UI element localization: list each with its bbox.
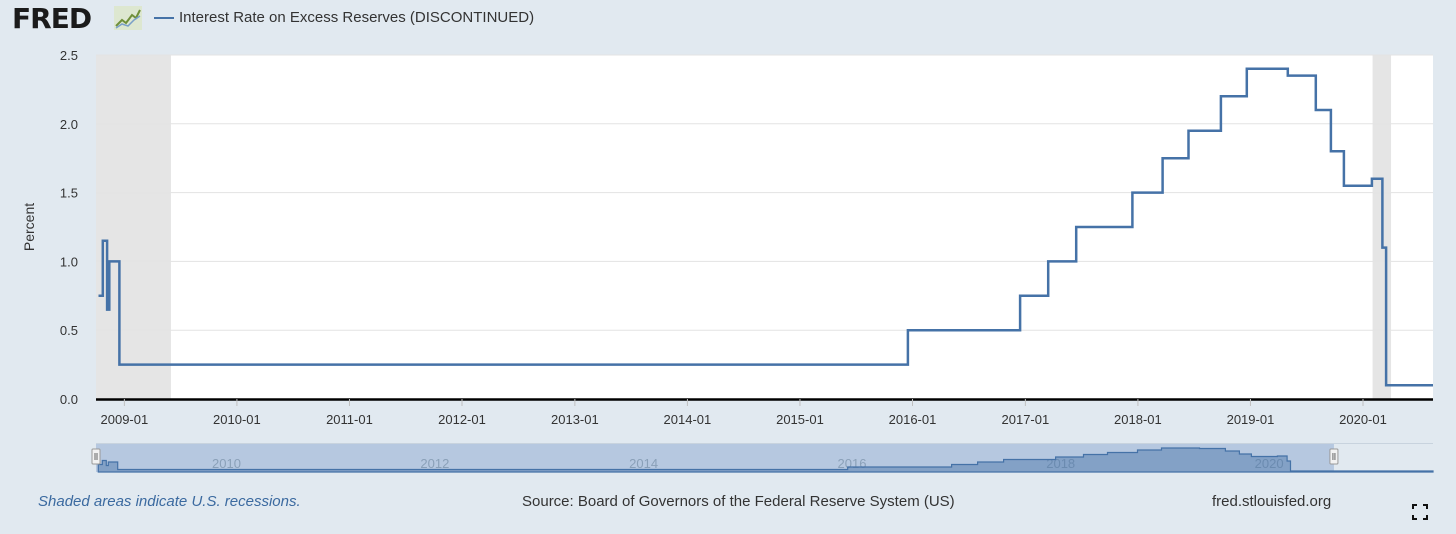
- recession-band: [96, 55, 171, 399]
- fullscreen-icon[interactable]: [1412, 504, 1428, 520]
- legend-swatch: [154, 17, 174, 19]
- x-tick-label: 2012-01: [438, 412, 486, 427]
- x-tick-label: 2019-01: [1227, 412, 1275, 427]
- legend-label[interactable]: Interest Rate on Excess Reserves (DISCON…: [179, 9, 535, 26]
- chart-header: FRED Interest Rate on Excess Reserves (D…: [0, 0, 1456, 40]
- y-tick-label: 2.0: [60, 117, 78, 132]
- x-tick-label: 2016-01: [889, 412, 937, 427]
- navigator-series: [97, 447, 1434, 473]
- series-line: [98, 67, 1433, 387]
- navigator-selection: [96, 443, 1334, 472]
- navigator-left-handle[interactable]: [91, 448, 101, 465]
- x-tick-label: 2018-01: [1114, 412, 1162, 427]
- navigator-label: 2012: [420, 456, 449, 471]
- y-tick-label: 2.5: [60, 48, 78, 63]
- x-tick-label: 2017-01: [1002, 412, 1050, 427]
- navigator-right-handle[interactable]: [1329, 448, 1339, 465]
- line-chart: 0.0 0.5 1.0 1.5 2.0 2.5 Percent 2009-01 2010-01 2…: [21, 48, 1434, 473]
- handle-body: [91, 448, 101, 465]
- fred-graph-icon: [114, 6, 142, 30]
- x-tick-label: 2010-01: [213, 412, 261, 427]
- recession-note: Shaded areas indicate U.S. recessions.: [38, 493, 301, 510]
- navigator-label: 2020: [1255, 456, 1284, 471]
- y-tick-label: 1.5: [60, 186, 78, 201]
- handle-body: [1329, 448, 1339, 465]
- y-tick-label: 1.0: [60, 254, 78, 269]
- y-axis-label: Percent: [21, 203, 37, 251]
- y-tick-label: 0.5: [60, 323, 78, 338]
- fred-logo[interactable]: FRED: [12, 2, 92, 35]
- x-tick-label: 2015-01: [776, 412, 824, 427]
- source-text: Source: Board of Governors of the Federa…: [522, 493, 955, 510]
- navigator-label: 2010: [212, 456, 241, 471]
- x-tick-label: 2011-01: [326, 412, 373, 427]
- plot-area: [96, 55, 1433, 399]
- navigator-label: 2014: [629, 456, 658, 471]
- y-tick-label: 0.0: [60, 392, 78, 407]
- x-tick-label: 2009-01: [101, 412, 149, 427]
- site-link[interactable]: fred.stlouisfed.org: [1212, 493, 1332, 510]
- x-tick-label: 2020-01: [1339, 412, 1387, 427]
- x-tick-label: 2013-01: [551, 412, 599, 427]
- x-tick-label: 2014-01: [664, 412, 712, 427]
